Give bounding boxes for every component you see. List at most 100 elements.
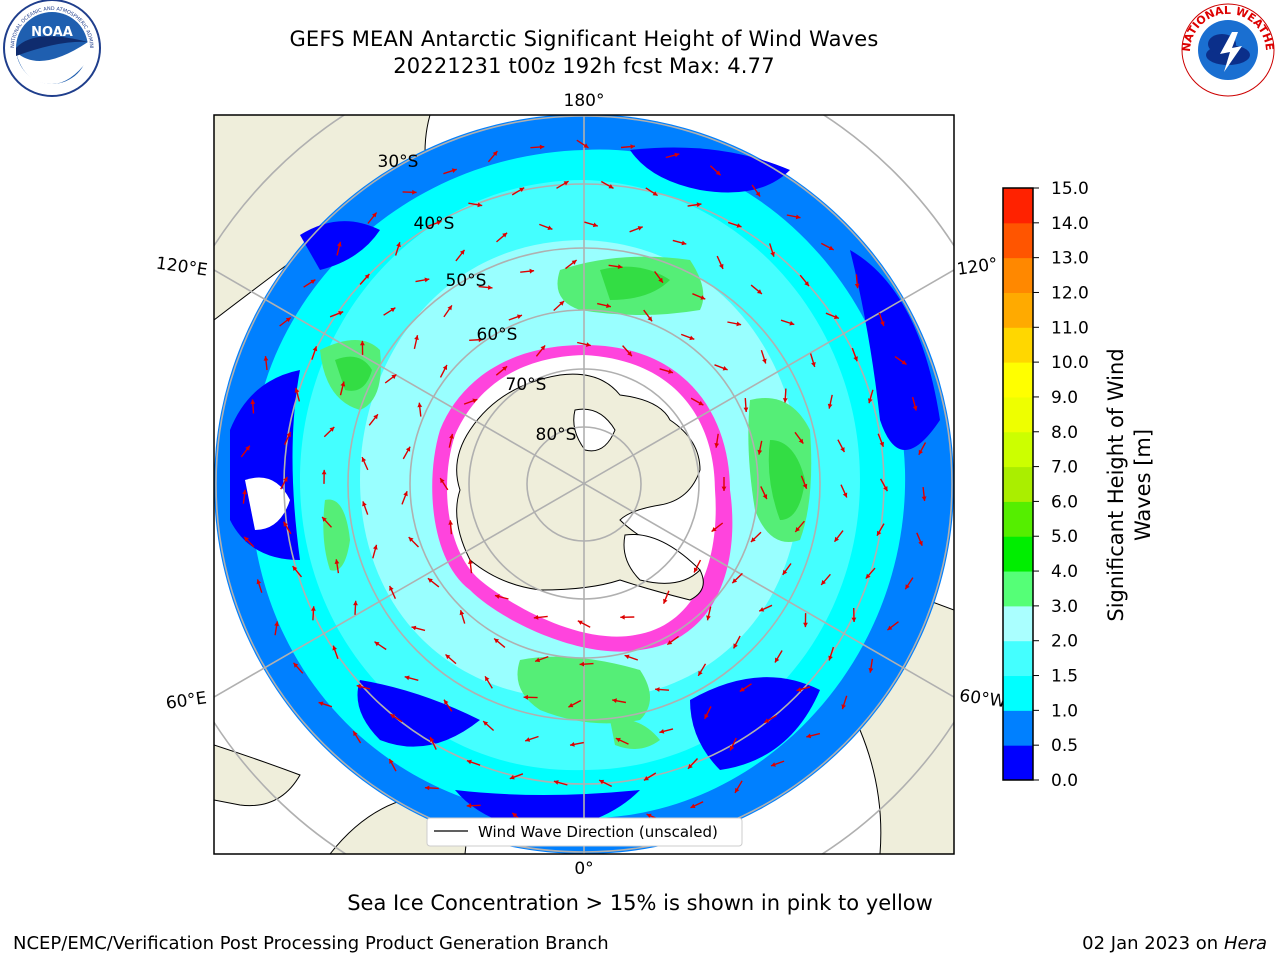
wind-wave-arrowhead xyxy=(547,225,553,230)
wind-wave-arrowhead xyxy=(663,598,668,604)
wind-wave-arrowhead xyxy=(553,780,559,785)
colorbar-segment xyxy=(1003,605,1033,642)
wind-wave-arrowhead xyxy=(283,476,288,482)
wind-wave-arrowhead xyxy=(517,314,522,319)
colorbar-tick-label: 14.0 xyxy=(1051,214,1089,234)
wind-wave-arrowhead xyxy=(373,544,378,550)
lat-label-80s: 80°S xyxy=(536,425,577,445)
wind-wave-arrowhead xyxy=(274,621,279,627)
wind-wave-arrowhead xyxy=(563,181,569,186)
wind-wave-arrowhead xyxy=(285,317,291,323)
noaa-logo-text: NOAA xyxy=(31,25,73,40)
wind-wave-arrowhead xyxy=(782,398,788,403)
colorbar-segment xyxy=(1003,188,1033,224)
wind-wave-arrowhead xyxy=(918,540,923,546)
wind-wave-arrowhead xyxy=(509,774,515,780)
wind-wave-arrowhead xyxy=(466,803,472,809)
wind-wave-arrowhead xyxy=(867,398,873,404)
high-wave-patch xyxy=(323,499,350,571)
wind-wave-arrowhead xyxy=(750,537,756,542)
wind-wave-arrowhead xyxy=(356,684,362,689)
colorbar-segment xyxy=(1003,536,1033,572)
wind-wave-arrowhead xyxy=(390,714,396,719)
lat-label-40s: 40°S xyxy=(414,214,455,234)
wind-wave-arrowhead xyxy=(668,369,673,374)
wind-wave-arrowhead xyxy=(529,268,535,274)
wind-wave-arrowhead xyxy=(451,168,457,173)
map-frame xyxy=(213,114,955,855)
ice-shelf xyxy=(623,533,701,584)
wind-wave-arrowhead xyxy=(472,398,478,404)
wind-wave-arrowhead xyxy=(372,212,377,218)
wind-wave-arrowhead xyxy=(887,625,893,631)
wind-wave-arrowhead xyxy=(404,675,410,681)
wind-wave-arrowhead xyxy=(494,594,500,599)
wind-wave-arrowhead xyxy=(242,489,247,495)
wind-wave-arrowhead xyxy=(294,387,300,393)
wind-wave-arrowhead xyxy=(424,785,430,791)
wind-wave-arrowhead xyxy=(570,742,575,747)
colorbar-segment xyxy=(1003,675,1033,711)
wind-wave-arrowhead xyxy=(442,365,447,370)
wind-wave-arrowhead xyxy=(732,578,738,584)
wind-wave-arrowhead xyxy=(449,433,454,439)
lon-label-180: 180° xyxy=(564,91,605,111)
wind-wave-arrowhead xyxy=(577,620,583,625)
wind-wave-arrowhead xyxy=(759,607,765,612)
wind-wave-arrowhead xyxy=(292,566,298,571)
wind-wave-arrowhead xyxy=(704,713,709,719)
wind-wave-arrowhead xyxy=(310,279,316,284)
wind-wave-arrowhead xyxy=(674,152,680,158)
wind-wave-arrowhead xyxy=(700,295,706,300)
colorbar-label-line2: Waves [m] xyxy=(1131,429,1155,541)
lat-label-70s: 70°S xyxy=(506,375,547,395)
wind-wave-arrowhead xyxy=(921,496,927,501)
wind-wave-arrowhead xyxy=(417,402,423,408)
wind-wave-arrowhead xyxy=(362,501,367,507)
wind-wave-arrowhead xyxy=(448,520,453,525)
wind-wave-arrowhead xyxy=(627,351,632,357)
wind-wave-arrowhead xyxy=(391,374,397,380)
colorbar-tick-label: 3.0 xyxy=(1051,597,1078,617)
wind-wave-arrowhead xyxy=(389,585,394,591)
wind-wave-arrowhead xyxy=(659,729,665,734)
wind-wave-arrowhead xyxy=(655,687,660,692)
colorbar-segment xyxy=(1003,571,1033,607)
wind-wave-arrowhead xyxy=(764,718,770,723)
meridian-60e-120w xyxy=(214,269,954,698)
wind-wave-arrowhead xyxy=(411,625,417,631)
wind-wave-arrowhead xyxy=(652,191,658,196)
wind-wave-arrowhead xyxy=(719,263,724,269)
wind-wave-arrowhead xyxy=(877,530,882,536)
wind-wave-arrowhead xyxy=(840,447,845,453)
low-wave-patch xyxy=(630,147,790,193)
colorbar-tick-label: 0.0 xyxy=(1051,771,1078,791)
wind-wave-arrowhead xyxy=(599,779,605,785)
wind-wave-arrowhead xyxy=(483,721,489,726)
wind-wave-arrowhead xyxy=(757,289,762,294)
wind-wave-arrowhead xyxy=(332,645,337,651)
colorbar-tick-label: 7.0 xyxy=(1051,458,1078,478)
wind-wave-arrowhead xyxy=(729,745,735,751)
wind-wave-arrowhead xyxy=(854,283,860,289)
wind-wave-arrowhead xyxy=(535,657,541,663)
colorbar-tick-label: 13.0 xyxy=(1051,249,1089,269)
wind-wave-arrowhead xyxy=(615,737,621,743)
lon-label-60e: 60°E xyxy=(165,688,208,713)
wind-wave-arrowhead xyxy=(880,321,885,326)
colorbar-tick-label: 11.0 xyxy=(1051,318,1089,338)
wind-wave-arrowhead xyxy=(329,427,335,432)
wind-wave-arrowhead xyxy=(283,521,288,527)
high-wave-patch xyxy=(768,440,805,520)
footer-date: 02 Jan 2023 on Hera xyxy=(1082,933,1267,954)
wind-wave-arrowhead xyxy=(311,606,316,611)
wind-wave-arrowhead xyxy=(606,303,611,308)
wind-wave-arrowhead xyxy=(445,654,451,660)
wind-wave-arrowhead xyxy=(841,704,846,710)
lat-label-50s: 50°S xyxy=(446,271,487,291)
nws-logo: NATIONAL WEATHER SERVICE xyxy=(1176,0,1276,97)
wind-wave-arrowhead xyxy=(722,366,728,371)
footer-branch: NCEP/EMC/Verification Post Processing Pr… xyxy=(13,933,609,954)
wind-wave-arrowhead xyxy=(559,301,565,306)
